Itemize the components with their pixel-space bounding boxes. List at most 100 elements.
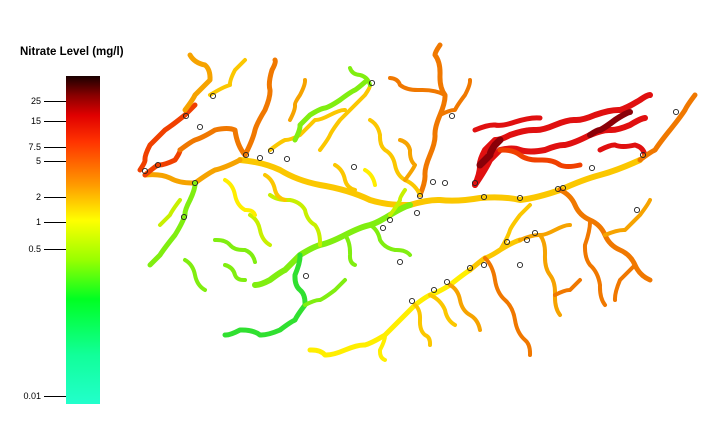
station-marker <box>368 79 376 87</box>
river-segment <box>343 233 357 267</box>
river-segment <box>363 168 377 187</box>
river-segment <box>303 278 347 307</box>
legend-tick-label: 7.5 <box>28 142 41 152</box>
station-marker <box>350 163 358 171</box>
river-segment <box>288 78 308 122</box>
station-marker <box>480 261 488 269</box>
station-marker <box>429 178 437 186</box>
station-marker <box>443 278 451 286</box>
station-marker <box>633 206 641 214</box>
river-segment <box>448 283 482 332</box>
river-segment <box>147 180 198 268</box>
river-segment <box>137 102 198 173</box>
station-marker <box>283 155 291 163</box>
legend-tick <box>44 249 66 250</box>
legend-tick <box>44 161 66 162</box>
river-segment <box>498 203 532 252</box>
river-segment <box>438 78 473 117</box>
river-segment <box>333 163 357 192</box>
station-marker <box>141 167 149 175</box>
river-segment <box>428 293 457 327</box>
river-segment <box>237 157 643 209</box>
river-segment <box>248 213 272 247</box>
station-marker <box>480 193 488 201</box>
station-marker <box>441 179 449 187</box>
legend-colorbar <box>66 76 100 404</box>
station-marker <box>531 229 539 237</box>
river-segment <box>377 333 388 362</box>
station-marker <box>559 184 567 192</box>
river-segment <box>318 83 373 152</box>
river-segment <box>222 252 308 338</box>
river-segment <box>472 115 648 188</box>
river-segment <box>582 218 607 307</box>
station-marker <box>180 213 188 221</box>
station-marker <box>242 151 250 159</box>
river-segment <box>142 147 183 178</box>
river-segment <box>417 42 448 198</box>
river-segment <box>213 237 257 264</box>
station-marker <box>302 272 310 280</box>
legend-tick <box>44 101 66 102</box>
river-segment <box>483 256 533 357</box>
legend-tick-label: 25 <box>30 96 41 106</box>
river-segment <box>368 223 412 257</box>
station-marker <box>672 108 680 116</box>
river-segment <box>158 198 182 227</box>
river-segment <box>307 267 473 358</box>
station-marker <box>196 123 204 131</box>
river-segment <box>472 91 653 188</box>
river-segment <box>183 258 207 292</box>
station-marker <box>516 261 524 269</box>
river-segment <box>182 52 213 113</box>
river-segment <box>467 237 523 273</box>
river-network <box>137 42 698 362</box>
river-segment <box>223 263 247 283</box>
station-marker <box>413 209 421 217</box>
river-segment <box>597 142 648 158</box>
river-segment <box>388 188 407 217</box>
river-segment <box>472 115 543 133</box>
station-marker <box>639 151 647 159</box>
legend-tick <box>44 396 66 397</box>
station-marker <box>267 147 275 155</box>
station-marker <box>466 264 474 272</box>
river-segment <box>587 109 633 138</box>
legend-tick-label: 15 <box>30 116 41 126</box>
river-segment <box>553 278 582 297</box>
monitoring-stations <box>141 79 680 305</box>
legend-tick-label: 2 <box>35 192 41 202</box>
river-segment <box>413 303 433 347</box>
river-segment <box>208 58 247 97</box>
river-segment <box>612 263 637 302</box>
legend-tick <box>44 222 66 223</box>
station-marker <box>516 194 524 202</box>
legend-tick-label: 1 <box>35 217 41 227</box>
station-marker <box>154 161 162 169</box>
river-segment <box>388 76 447 97</box>
river-segment <box>268 193 323 247</box>
river-segment <box>518 222 572 242</box>
station-marker <box>503 238 511 246</box>
legend-tick <box>44 121 66 122</box>
station-marker <box>448 112 456 120</box>
station-marker <box>379 224 387 232</box>
legend-tick-label: 5 <box>35 156 41 166</box>
river-segment <box>637 92 698 163</box>
station-marker <box>256 154 264 162</box>
station-marker <box>471 179 479 187</box>
legend-title: Nitrate Level (mg/l) <box>20 46 124 58</box>
river-segment <box>398 138 417 182</box>
station-marker <box>430 286 438 294</box>
station-marker <box>408 297 416 305</box>
river-segment <box>223 178 257 217</box>
station-marker <box>191 179 199 187</box>
station-marker <box>209 92 217 100</box>
river-segment <box>177 126 248 158</box>
station-marker <box>396 258 404 266</box>
legend-tick-label: 0.01 <box>23 391 41 401</box>
station-marker <box>416 192 424 200</box>
river-segment <box>268 107 347 152</box>
river-segment <box>538 233 562 317</box>
